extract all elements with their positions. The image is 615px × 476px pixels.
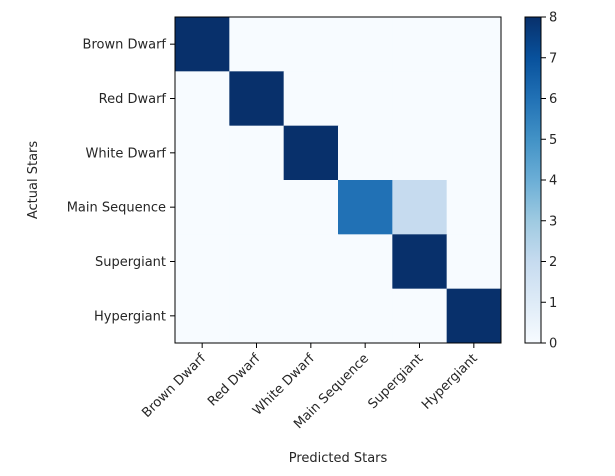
colorbar-tick-label: 5 (549, 133, 557, 148)
heatmap-cell-r0-c5 (446, 17, 502, 72)
y-tick-label: Red Dwarf (99, 92, 167, 107)
heatmap-cell-r5-c5 (446, 288, 502, 344)
heatmap-cell-r4-c1 (229, 234, 285, 290)
heatmap-cell-r2-c0 (175, 125, 230, 181)
heatmap-cell-r3-c1 (229, 180, 285, 235)
plot-frame (174, 16, 502, 344)
heatmap-cell-r2-c4 (392, 125, 448, 181)
heatmap-cell-r2-c2 (283, 125, 339, 181)
y-tick-label: Hypergiant (94, 309, 166, 324)
heatmap-cell-r0-c0 (175, 17, 230, 72)
heatmap-cell-r4-c0 (175, 234, 230, 290)
heatmap-cell-r1-c0 (175, 71, 230, 127)
heatmap-cell-r2-c3 (338, 125, 393, 181)
heatmap-cell-r4-c5 (446, 234, 502, 290)
heatmap-cell-r4-c3 (338, 234, 393, 290)
heatmap-cell-r0-c4 (392, 17, 448, 72)
heatmap-cell-r3-c5 (446, 180, 502, 235)
y-axis-label: Actual Stars (26, 141, 41, 220)
heatmap-cell-r2-c1 (229, 125, 285, 181)
x-tick-label: Supergiant (365, 351, 426, 412)
y-tick-label: Brown Dwarf (83, 38, 167, 53)
heatmap-cell-r5-c1 (229, 288, 285, 344)
heatmap-cell-r3-c2 (283, 180, 339, 235)
heatmap-cell-r0-c1 (229, 17, 285, 72)
x-axis-label: Predicted Stars (289, 451, 388, 466)
y-tick-label: Supergiant (95, 255, 166, 270)
colorbar-tick-label: 6 (549, 92, 557, 107)
heatmap-cell-r1-c4 (392, 71, 448, 127)
heatmap-cell-r1-c3 (338, 71, 393, 127)
heatmap-cell-r2-c5 (446, 125, 502, 181)
x-tick-label: Red Dwarf (205, 351, 264, 410)
colorbar-tick-label: 2 (549, 255, 557, 270)
heatmap-cell-r1-c2 (283, 71, 339, 127)
heatmap-cell-r5-c3 (338, 288, 393, 344)
heatmap-cell-r5-c4 (392, 288, 448, 344)
colorbar-tick-label: 3 (549, 214, 557, 229)
colorbar-tick-label: 7 (549, 51, 557, 66)
colorbar-ticks: 0 1 2 3 4 5 6 7 8 (541, 11, 557, 352)
heatmap-cell-r3-c3 (338, 180, 393, 235)
heatmap-cell-r0-c3 (338, 17, 393, 72)
colorbar-tick-label: 1 (549, 296, 557, 311)
heatmap-cell-r5-c2 (283, 288, 339, 344)
heatmap-cell-r4-c4 (392, 234, 448, 290)
heatmap-cell-r0-c2 (283, 17, 339, 72)
y-tick-label: Main Sequence (67, 201, 166, 216)
colorbar-tick-label: 0 (549, 337, 557, 352)
heatmap-cell-r5-c0 (175, 288, 230, 344)
y-axis-ticks: Brown Dwarf Red Dwarf White Dwarf Main Sequ… (67, 38, 175, 324)
colorbar (524, 16, 542, 344)
heatmap-cell-r3-c0 (175, 180, 230, 235)
heatmap-cell-r1-c5 (446, 71, 502, 127)
y-tick-label: White Dwarf (86, 146, 167, 161)
colorbar-tick-label: 4 (549, 174, 557, 189)
colorbar-tick-label: 8 (549, 11, 557, 26)
x-tick-label: Brown Dwarf (139, 351, 209, 421)
heatmap-cells (175, 17, 502, 344)
x-tick-label: Hypergiant (419, 351, 481, 413)
heatmap-cell-r3-c4 (392, 180, 448, 235)
heatmap-cell-r1-c1 (229, 71, 285, 127)
heatmap-cell-r4-c2 (283, 234, 339, 290)
